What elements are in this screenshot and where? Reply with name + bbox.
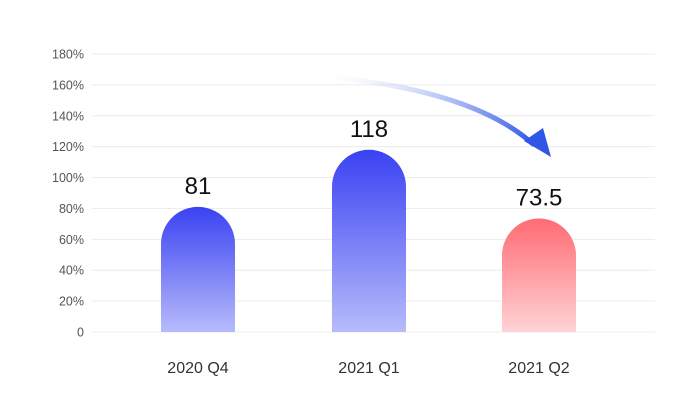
arrow-head [524, 128, 551, 157]
data-label: 81 [185, 173, 212, 200]
y-tick-label: 20% [59, 295, 84, 309]
x-category-label: 2020 Q4 [167, 360, 228, 377]
y-tick-label: 120% [52, 140, 84, 154]
data-label: 73.5 [516, 184, 563, 211]
y-tick-label: 100% [52, 171, 84, 185]
y-tick-label: 0 [77, 326, 84, 340]
bar-2021-q1 [332, 150, 406, 332]
arrow-shaft [316, 76, 533, 144]
y-axis-tick-labels: 0 20% 40% 60% 80% 100% 120% 140% 160% 180% [52, 48, 84, 340]
y-tick-label: 160% [52, 78, 84, 92]
x-category-label: 2021 Q2 [508, 360, 569, 377]
bar-2021-q2 [502, 218, 576, 332]
bar-2020-q4 [161, 207, 235, 332]
data-label: 118 [350, 116, 388, 143]
y-tick-label: 80% [59, 202, 84, 216]
y-tick-label: 180% [52, 48, 84, 62]
x-axis-category-labels: 2020 Q4 2021 Q1 2021 Q2 [167, 360, 569, 377]
y-tick-label: 140% [52, 109, 84, 123]
y-tick-label: 40% [59, 264, 84, 278]
x-category-label: 2021 Q1 [338, 360, 399, 377]
y-tick-label: 60% [59, 233, 84, 247]
